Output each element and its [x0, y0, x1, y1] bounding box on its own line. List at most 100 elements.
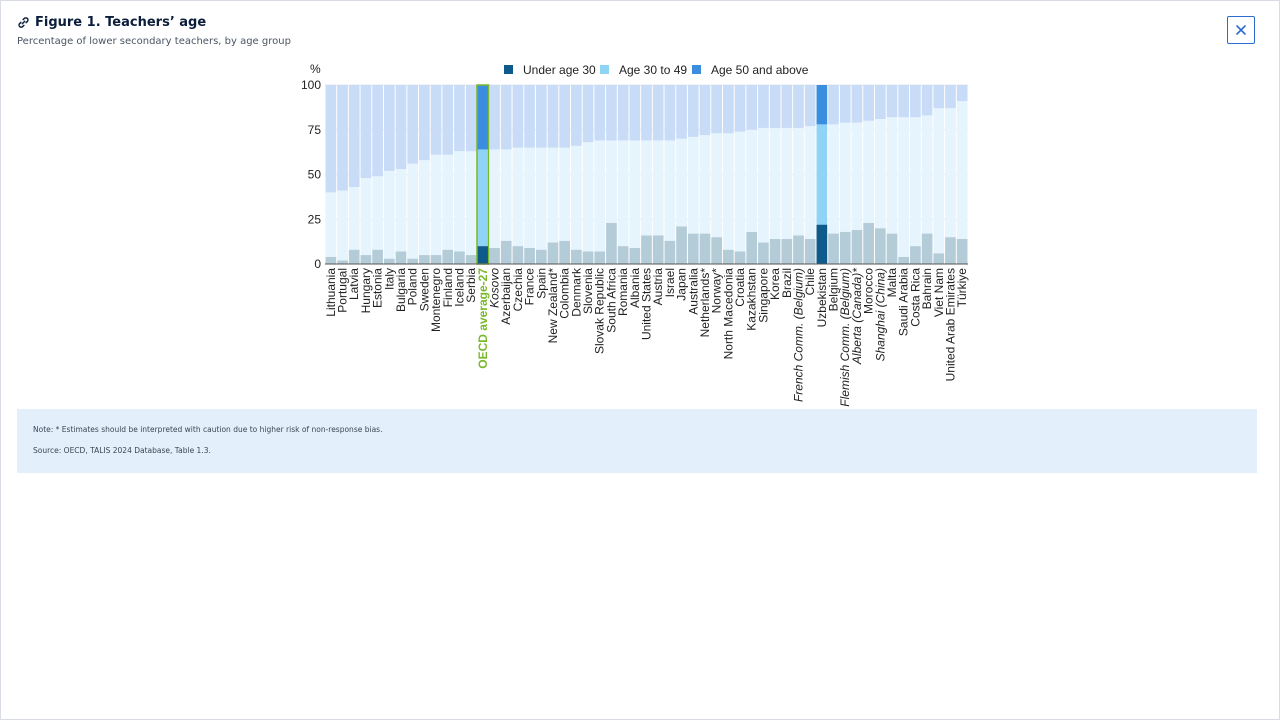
bar-under-30	[535, 249, 547, 264]
bar-30-to-49	[676, 138, 687, 227]
bar-under-30	[687, 233, 699, 264]
legend-swatch	[692, 65, 701, 74]
bar-50-and-above	[442, 85, 454, 155]
x-tick-label: Belgium	[827, 268, 841, 311]
bar-50-and-above	[571, 85, 582, 146]
bar-under-30	[746, 231, 758, 264]
bar-under-30	[863, 222, 874, 264]
x-tick-label: Uzbekistan	[815, 268, 829, 327]
bar-under-30	[407, 258, 419, 264]
x-tick-label: Slovenia	[581, 268, 595, 314]
bar-under-30	[524, 247, 535, 264]
bar-under-30	[571, 249, 582, 264]
y-tick-label: 25	[308, 212, 322, 226]
bar-50-and-above	[828, 85, 839, 125]
link-icon[interactable]	[17, 16, 30, 29]
bar-50-and-above	[395, 85, 407, 170]
x-tick-label: Latvia	[347, 268, 361, 300]
bar-50-and-above	[956, 85, 968, 102]
bar-50-and-above	[535, 85, 547, 148]
bar-30-to-49	[407, 163, 419, 259]
bar-50-and-above	[430, 85, 442, 155]
x-tick-label: Morocco	[862, 268, 876, 314]
bar-50-and-above	[676, 85, 687, 139]
bar-30-to-49	[348, 187, 360, 250]
x-tick-label: Croatia	[733, 268, 747, 307]
bar-50-and-above	[360, 85, 372, 179]
source-text: Source: OECD, TALIS 2024 Database, Table…	[33, 446, 211, 455]
bar-under-30	[348, 249, 360, 264]
bar-50-and-above	[372, 85, 383, 177]
stacked-bar-chart: 0 25 50 75 100% Under age 30 Age 30 to 49 Age 5…	[301, 62, 969, 407]
x-tick-label: United States	[640, 268, 654, 340]
bar-under-30	[921, 233, 933, 264]
x-tick-label: Slovak Republic	[593, 268, 607, 354]
close-icon	[1236, 25, 1246, 35]
bar-under-30	[886, 233, 898, 264]
figure-subtitle: Percentage of lower secondary teachers, …	[17, 36, 291, 47]
bar-under-30	[793, 235, 804, 264]
bar-30-to-49	[921, 115, 933, 234]
bar-50-and-above	[383, 85, 395, 171]
bar-under-30	[722, 249, 734, 264]
bar-50-and-above	[559, 85, 571, 148]
bar-30-to-49	[442, 154, 454, 250]
y-tick-label: 50	[308, 168, 322, 182]
bar-30-to-49	[524, 147, 535, 248]
bar-under-30	[594, 251, 606, 264]
bar-50-and-above	[886, 85, 898, 118]
bar-30-to-49	[489, 149, 500, 248]
bar-under-30	[547, 242, 559, 264]
x-tick-label: United Arab Emirates	[943, 268, 957, 381]
y-tick-label: 100	[301, 78, 321, 92]
bar-50-and-above	[839, 85, 851, 123]
bar-under-30	[606, 222, 617, 264]
x-tick-label: Iceland	[452, 268, 466, 307]
x-tick-label: Austria	[651, 268, 665, 306]
bar-30-to-49	[372, 176, 383, 250]
x-tick-label: Finland	[441, 268, 455, 307]
bar-50-and-above	[512, 85, 524, 148]
bar-30-to-49	[828, 124, 839, 234]
bar-50-and-above	[793, 85, 804, 128]
legend-swatch	[600, 65, 609, 74]
bar-under-30	[910, 246, 921, 264]
x-tick-label: New Zealand*	[546, 268, 560, 344]
bar-50-and-above	[582, 85, 594, 143]
bar-50-and-above	[933, 85, 945, 109]
x-tick-label: Italy	[382, 268, 396, 290]
x-tick-label: Portugal	[336, 268, 350, 313]
x-tick-label: Hungary	[359, 268, 373, 313]
x-tick-label: Serbia	[464, 268, 478, 303]
bar-under-30	[512, 246, 524, 264]
bar-30-to-49	[933, 108, 945, 254]
bar-30-to-49	[711, 133, 722, 238]
bar-50-and-above	[874, 85, 886, 120]
close-button[interactable]	[1227, 16, 1255, 44]
bar-under-30	[360, 255, 372, 264]
x-tick-label: Saudi Arabia	[897, 268, 911, 336]
bar-30-to-49	[454, 151, 465, 252]
bar-under-30	[956, 238, 968, 264]
bar-30-to-49	[839, 122, 851, 232]
bar-under-30	[851, 229, 863, 264]
bar-30-to-49	[898, 117, 910, 257]
bar-under-30	[945, 237, 956, 264]
bar-50-and-above	[524, 85, 535, 148]
bar-under-30	[500, 240, 512, 264]
chart-container: 0 25 50 75 100% Under age 30 Age 30 to 49 Age 5…	[290, 58, 990, 408]
bar-50-and-above	[477, 85, 489, 150]
bar-50-and-above	[816, 85, 828, 125]
bar-30-to-49	[863, 120, 874, 223]
bar-under-30	[898, 256, 910, 264]
bar-50-and-above	[687, 85, 699, 137]
x-tick-label: Malta	[885, 268, 899, 298]
bar-30-to-49	[664, 140, 676, 241]
bar-30-to-49	[360, 178, 372, 256]
x-tick-label: Denmark	[569, 267, 583, 317]
bar-50-and-above	[734, 85, 746, 132]
bar-under-30	[769, 238, 781, 264]
bar-30-to-49	[383, 170, 395, 259]
bar-50-and-above	[711, 85, 722, 134]
x-tick-label: Flemish Comm. (Belgium)	[838, 268, 852, 407]
